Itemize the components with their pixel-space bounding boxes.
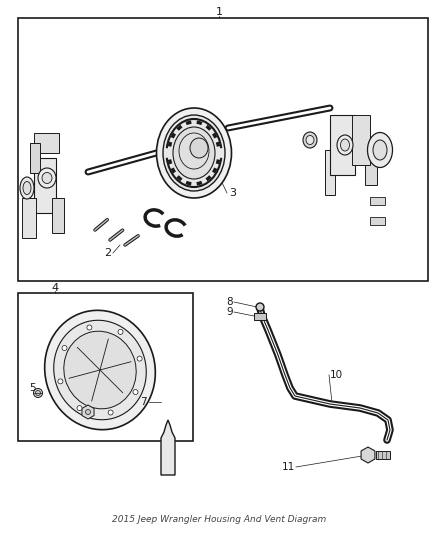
Bar bbox=[370, 197, 385, 205]
Polygon shape bbox=[361, 447, 375, 463]
Text: 8: 8 bbox=[226, 297, 233, 307]
Text: 9: 9 bbox=[226, 307, 233, 317]
Ellipse shape bbox=[133, 390, 138, 394]
Ellipse shape bbox=[337, 135, 353, 155]
Text: 5: 5 bbox=[30, 383, 36, 393]
Ellipse shape bbox=[20, 177, 34, 199]
Bar bbox=[325, 150, 335, 195]
Ellipse shape bbox=[38, 168, 56, 188]
Text: 1: 1 bbox=[215, 7, 223, 17]
Ellipse shape bbox=[54, 320, 146, 420]
Ellipse shape bbox=[118, 329, 123, 334]
Text: 3: 3 bbox=[230, 188, 237, 198]
Bar bbox=[18, 18, 428, 281]
Bar bbox=[370, 217, 385, 225]
Text: 4: 4 bbox=[51, 283, 59, 293]
Ellipse shape bbox=[306, 135, 314, 144]
Bar bbox=[52, 198, 64, 233]
Polygon shape bbox=[82, 405, 94, 419]
Bar bbox=[365, 145, 377, 185]
Bar bbox=[330, 115, 355, 175]
Ellipse shape bbox=[23, 182, 31, 195]
Bar bbox=[30, 143, 40, 173]
Bar bbox=[34, 133, 59, 153]
Bar bbox=[22, 198, 36, 238]
Ellipse shape bbox=[367, 133, 392, 167]
FancyBboxPatch shape bbox=[34, 158, 56, 213]
Text: 11: 11 bbox=[282, 462, 295, 472]
Text: 2015 Jeep Wrangler Housing And Vent Diagram: 2015 Jeep Wrangler Housing And Vent Diag… bbox=[112, 515, 326, 524]
Ellipse shape bbox=[156, 108, 232, 198]
Ellipse shape bbox=[190, 138, 208, 158]
Ellipse shape bbox=[85, 409, 91, 415]
Bar bbox=[254, 313, 266, 320]
Ellipse shape bbox=[303, 132, 317, 148]
Ellipse shape bbox=[137, 356, 142, 361]
Text: 7: 7 bbox=[140, 397, 146, 407]
Ellipse shape bbox=[77, 406, 82, 410]
Ellipse shape bbox=[64, 331, 136, 409]
Text: 2: 2 bbox=[104, 248, 112, 258]
Text: 6: 6 bbox=[97, 410, 103, 420]
Ellipse shape bbox=[45, 310, 155, 430]
Ellipse shape bbox=[87, 325, 92, 330]
Ellipse shape bbox=[62, 345, 67, 351]
Ellipse shape bbox=[35, 391, 40, 395]
Ellipse shape bbox=[373, 140, 387, 160]
Ellipse shape bbox=[256, 303, 264, 311]
Bar bbox=[352, 115, 370, 165]
Ellipse shape bbox=[58, 379, 63, 384]
Ellipse shape bbox=[163, 115, 225, 191]
Ellipse shape bbox=[42, 173, 52, 183]
Bar bbox=[18, 293, 193, 441]
Ellipse shape bbox=[33, 389, 42, 398]
Text: 10: 10 bbox=[330, 370, 343, 380]
Polygon shape bbox=[161, 420, 175, 475]
Ellipse shape bbox=[340, 139, 350, 151]
Ellipse shape bbox=[173, 127, 215, 179]
Bar bbox=[376, 451, 390, 459]
Ellipse shape bbox=[108, 410, 113, 415]
